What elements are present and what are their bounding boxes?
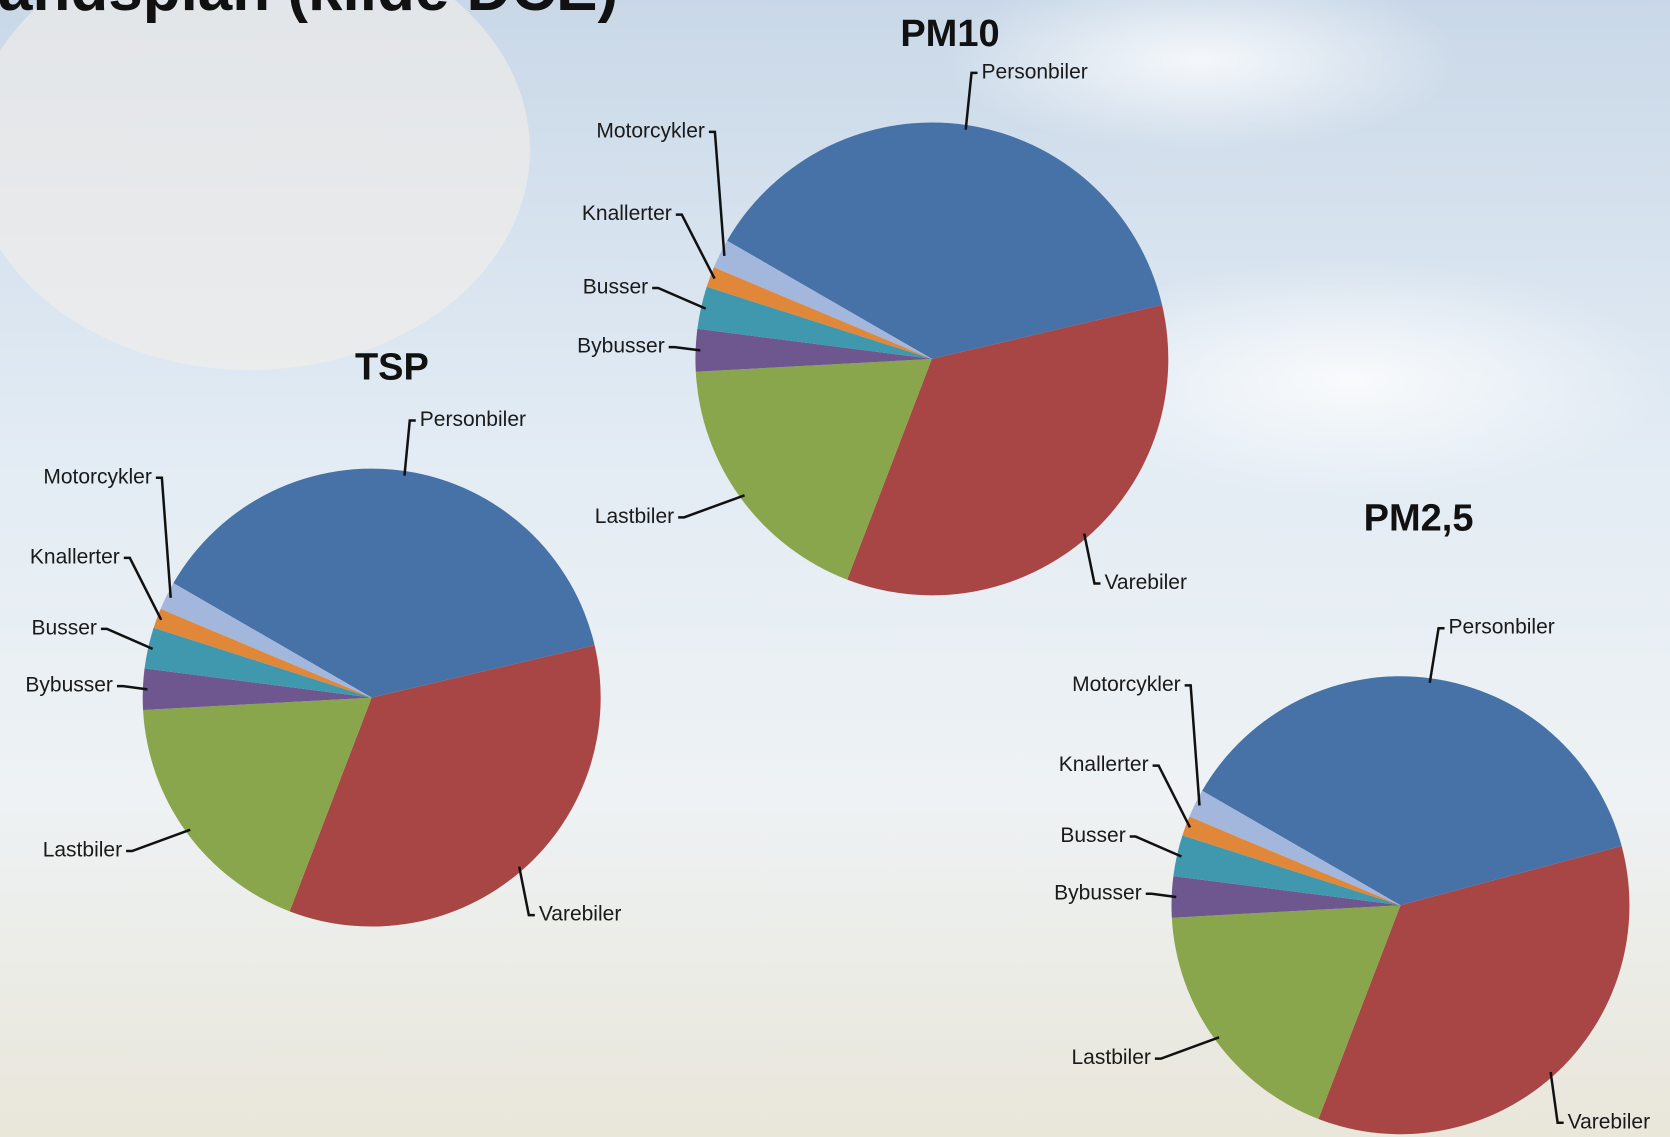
- leader-line: [101, 629, 153, 649]
- slice-label: Bybusser: [25, 674, 113, 697]
- leader-line: [126, 830, 190, 851]
- leader-line: [404, 421, 415, 476]
- leader-line: [1430, 628, 1445, 683]
- slice-label: Varebiler: [1104, 571, 1186, 594]
- leader-line: [1130, 837, 1182, 857]
- slice-label: Varebiler: [1568, 1110, 1650, 1133]
- slice-label: Bybusser: [1054, 881, 1142, 904]
- leader-line: [678, 495, 744, 517]
- leader-line: [676, 215, 715, 279]
- leader-line: [669, 347, 701, 350]
- slice-label: Lastbiler: [43, 839, 122, 862]
- leader-line: [1185, 685, 1200, 805]
- slice-label: Busser: [32, 616, 97, 639]
- slice-label: Personbiler: [420, 408, 526, 431]
- chart-title: PM10: [900, 13, 999, 55]
- slice-label: Motorcykler: [43, 465, 152, 488]
- leader-line: [124, 558, 161, 620]
- slice-label: Motorcykler: [1072, 673, 1181, 696]
- chart-title: PM2,5: [1364, 498, 1474, 540]
- leader-line: [519, 867, 535, 915]
- slice-label: Lastbiler: [595, 505, 674, 528]
- background-car: [0, 0, 530, 370]
- leader-line: [1084, 534, 1100, 584]
- slice-label: Knallerter: [1059, 753, 1149, 776]
- slice-label: Bybusser: [577, 335, 665, 358]
- slice-label: Knallerter: [582, 202, 672, 225]
- slice-label: Motorcykler: [596, 119, 705, 142]
- slice-label: Knallerter: [30, 545, 120, 568]
- slice-label: Lastbiler: [1072, 1046, 1151, 1069]
- leader-line: [1551, 1072, 1564, 1123]
- page: andsplan (kilde DCE) TSP Personbiler Vareb…: [0, 0, 1670, 1137]
- leader-line: [1155, 1037, 1219, 1058]
- slide-title: andsplan (kilde DCE): [0, 0, 618, 24]
- leader-line: [709, 132, 724, 256]
- leader-line: [156, 478, 171, 598]
- leader-line: [1153, 766, 1190, 828]
- slice-label: Personbiler: [982, 60, 1088, 83]
- slice-label: Varebiler: [539, 903, 621, 926]
- chart-title: TSP: [355, 346, 429, 388]
- leader-line: [117, 686, 147, 689]
- slice-label: Personbiler: [1449, 616, 1555, 639]
- slice-label: Busser: [583, 276, 648, 299]
- slide: andsplan (kilde DCE) TSP Personbiler Vareb…: [0, 0, 1670, 1137]
- leader-line: [1146, 894, 1176, 897]
- slice-label: Busser: [1060, 824, 1125, 847]
- leader-line: [652, 288, 706, 309]
